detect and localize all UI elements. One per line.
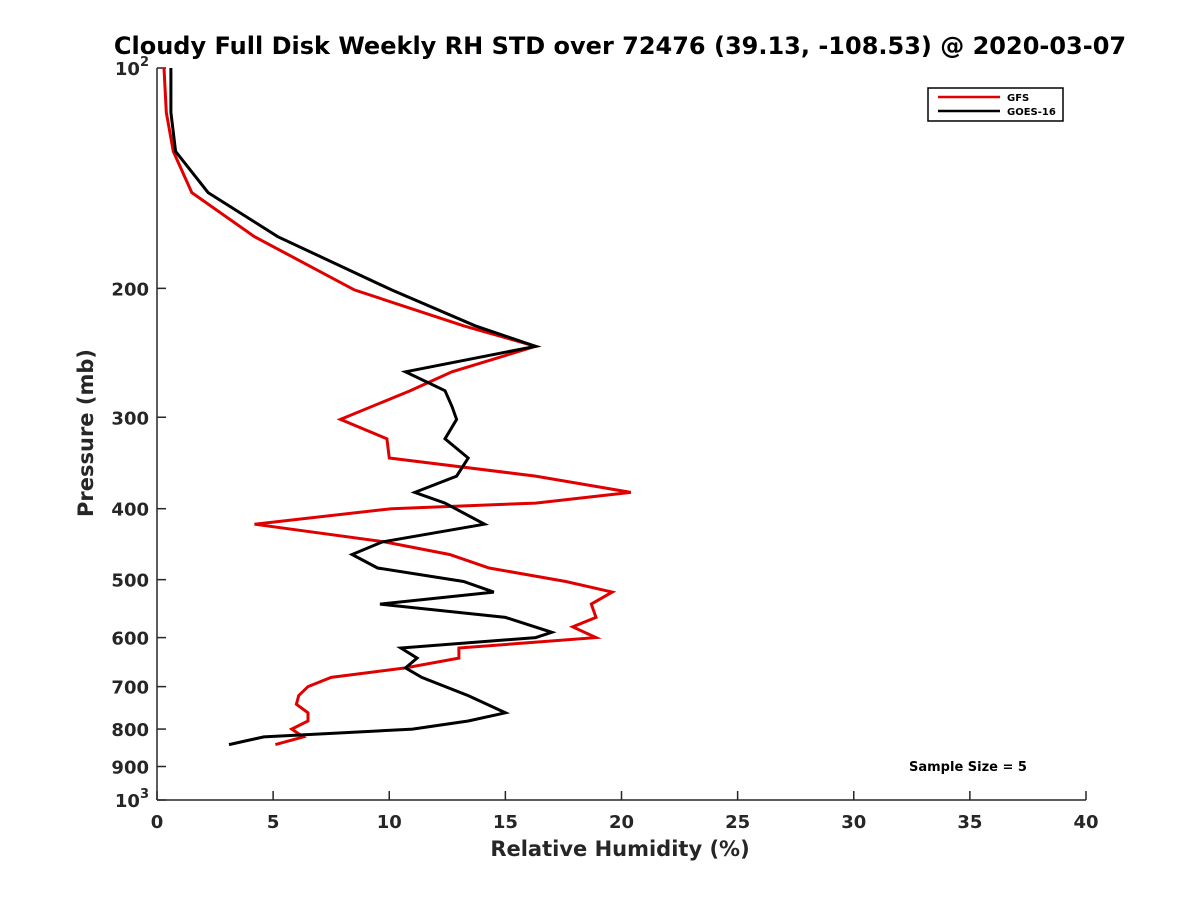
x-tick-label: 5 xyxy=(267,812,280,833)
y-tick-label: 200 xyxy=(111,279,149,300)
x-tick-label: 40 xyxy=(1073,812,1098,833)
chart-title: Cloudy Full Disk Weekly RH STD over 7247… xyxy=(114,32,1126,60)
x-axis-label: Relative Humidity (%) xyxy=(490,837,749,861)
series-line-gfs xyxy=(162,67,632,747)
y-tick-label: 700 xyxy=(111,678,149,699)
y-tick-label: 400 xyxy=(111,500,149,521)
x-tick-label: 10 xyxy=(377,812,402,833)
y-tick-label: 800 xyxy=(111,720,149,741)
x-tick-label: 0 xyxy=(151,812,164,833)
x-tick-label: 20 xyxy=(609,812,634,833)
y-axis-label: Pressure (mb) xyxy=(74,349,98,517)
x-tick-label: 15 xyxy=(493,812,518,833)
axes: 0 5 10 15 20 25 30 35 40 102 200 300 400 500 600 700 800… xyxy=(111,55,1098,833)
y-tick-label: 900 xyxy=(111,758,149,779)
legend-label-gfs: GFS xyxy=(1007,93,1029,104)
x-tick-label: 30 xyxy=(841,812,866,833)
y-tick-label: 300 xyxy=(111,408,149,429)
y-tick-label: 102 xyxy=(115,55,149,80)
legend-label-goes-16: GOES-16 xyxy=(1007,107,1056,118)
x-tick-label: 35 xyxy=(957,812,982,833)
y-tick-label: 500 xyxy=(111,571,149,592)
legend-box xyxy=(927,87,1064,122)
series-line-goes-16 xyxy=(169,68,557,747)
y-tick-label: 103 xyxy=(115,787,149,812)
y-tick-label: 600 xyxy=(111,629,149,650)
series-layer xyxy=(162,67,632,747)
x-tick-label: 25 xyxy=(725,812,750,833)
sample-size-annotation: Sample Size = 5 xyxy=(909,760,1027,775)
legend: GFS GOES-16 xyxy=(927,87,1064,122)
